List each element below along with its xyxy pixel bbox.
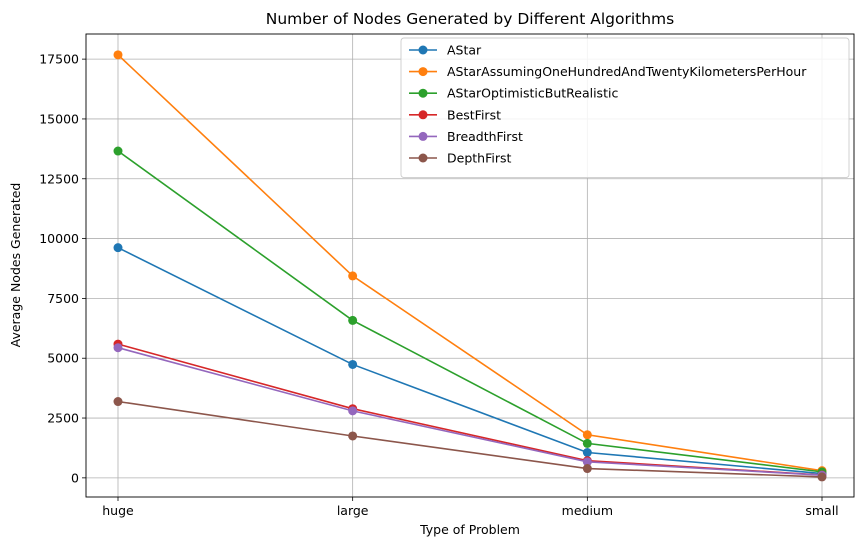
legend-label: BestFirst	[447, 107, 501, 122]
series-line	[117, 346, 823, 477]
legend-label: AStarAssumingOneHundredAndTwentyKilomete…	[447, 64, 807, 79]
legend-marker	[418, 67, 428, 77]
legend-marker	[418, 45, 428, 55]
data-point	[348, 431, 358, 441]
legend-label: AStarOptimisticButRealistic	[447, 86, 618, 101]
legend-item: BestFirst	[409, 107, 501, 122]
y-tick-label: 10000	[39, 231, 79, 246]
series-line	[117, 400, 823, 478]
legend-marker	[418, 110, 428, 120]
x-tick-label: huge	[102, 503, 134, 518]
data-point	[113, 50, 123, 60]
plot-frame	[85, 33, 855, 498]
legend-item: AStarOptimisticButRealistic	[409, 86, 618, 101]
legend-item: AStar	[409, 43, 482, 58]
y-tick-label: 12500	[39, 171, 79, 186]
data-point	[348, 271, 358, 281]
legend-box	[400, 37, 850, 179]
legend-item: AStarAssumingOneHundredAndTwentyKilomete…	[409, 64, 807, 79]
y-tick-label: 7500	[47, 291, 79, 306]
y-tick-label: 15000	[39, 111, 79, 126]
data-point	[582, 457, 592, 467]
data-point	[582, 447, 592, 457]
data-point	[113, 146, 123, 156]
legend-marker	[418, 131, 428, 141]
data-point	[582, 438, 592, 448]
data-point	[582, 430, 592, 440]
y-tick-label: 17500	[39, 52, 79, 67]
data-point	[348, 315, 358, 325]
legend-label: DepthFirst	[447, 151, 511, 166]
series-line	[117, 54, 823, 472]
series	[113, 397, 827, 482]
data-point	[113, 343, 123, 353]
legend-marker	[418, 153, 428, 163]
x-tick-label: large	[337, 503, 369, 518]
y-ticks: 0 2500 5000 7500 10000 12500 15000 17500	[39, 52, 86, 485]
chart-title: Number of Nodes Generated by Different A…	[266, 10, 674, 28]
y-tick-label: 0	[71, 470, 79, 485]
y-tick-label: 5000	[47, 351, 79, 366]
series	[113, 343, 827, 480]
x-ticks: huge large medium small	[102, 497, 839, 518]
data-point	[582, 464, 592, 474]
legend-item: BreadthFirst	[409, 129, 523, 144]
series-group	[113, 50, 827, 482]
data-point	[348, 406, 358, 416]
data-point	[817, 472, 827, 482]
x-tick-label: medium	[562, 503, 613, 518]
data-point	[348, 359, 358, 369]
legend-item: DepthFirst	[409, 151, 511, 166]
series-line	[117, 150, 823, 473]
legend-marker	[418, 88, 428, 98]
legend-label: AStar	[447, 43, 482, 58]
legend: AStar AStarAssumingOneHundredAndTwentyKil…	[400, 37, 850, 179]
y-tick-label: 2500	[47, 411, 79, 426]
series-line	[117, 246, 823, 475]
data-point	[113, 397, 123, 407]
x-axis-label: Type of Problem	[419, 522, 520, 537]
data-point	[113, 243, 123, 253]
x-tick-label: small	[805, 503, 838, 518]
y-axis-label: Average Nodes Generated	[8, 183, 23, 348]
legend-label: BreadthFirst	[447, 129, 523, 144]
